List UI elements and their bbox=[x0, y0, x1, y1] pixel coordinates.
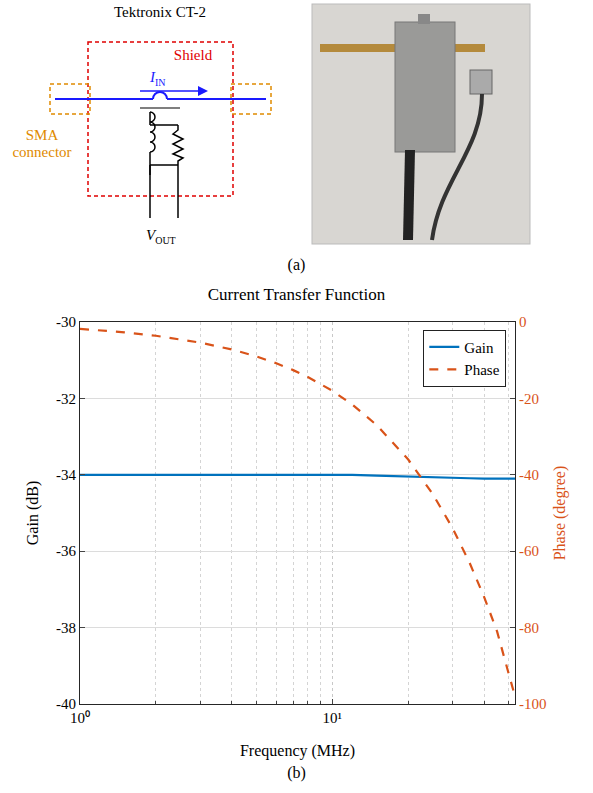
svg-text:-80: -80 bbox=[519, 620, 539, 636]
svg-text:-100: -100 bbox=[519, 696, 547, 712]
svg-text:-38: -38 bbox=[56, 620, 76, 636]
svg-text:Shield: Shield bbox=[174, 47, 213, 63]
svg-text:VOUT: VOUT bbox=[146, 227, 176, 246]
svg-text:-20: -20 bbox=[519, 391, 539, 407]
svg-text:SMAconnector: SMAconnector bbox=[12, 127, 71, 160]
svg-text:-40: -40 bbox=[519, 467, 539, 483]
svg-text:-40: -40 bbox=[56, 696, 76, 712]
html-text:(a): (a) bbox=[287, 256, 306, 273]
svg-text:-60: -60 bbox=[519, 543, 539, 559]
svg-text:-36: -36 bbox=[56, 543, 76, 559]
svg-text:-32: -32 bbox=[56, 391, 76, 407]
svg-text:0: 0 bbox=[519, 314, 527, 330]
svg-text:Frequency (MHz): Frequency (MHz) bbox=[240, 742, 355, 760]
svg-text:10⁰: 10⁰ bbox=[70, 710, 90, 726]
svg-text:-30: -30 bbox=[56, 314, 76, 330]
svg-text:IIN: IIN bbox=[149, 69, 166, 88]
svg-text:Phase (degree): Phase (degree) bbox=[551, 466, 569, 561]
svg-text:10¹: 10¹ bbox=[323, 710, 343, 726]
svg-text:Gain: Gain bbox=[464, 340, 494, 356]
html-text:(b): (b) bbox=[287, 764, 306, 781]
svg-text:-34: -34 bbox=[56, 467, 76, 483]
svg-text:Phase: Phase bbox=[464, 362, 499, 378]
svg-text:Current Transfer Function: Current Transfer Function bbox=[208, 285, 386, 304]
svg-text:Gain (dB): Gain (dB) bbox=[24, 481, 42, 545]
svg-text:Tektronix CT-2: Tektronix CT-2 bbox=[114, 4, 206, 20]
